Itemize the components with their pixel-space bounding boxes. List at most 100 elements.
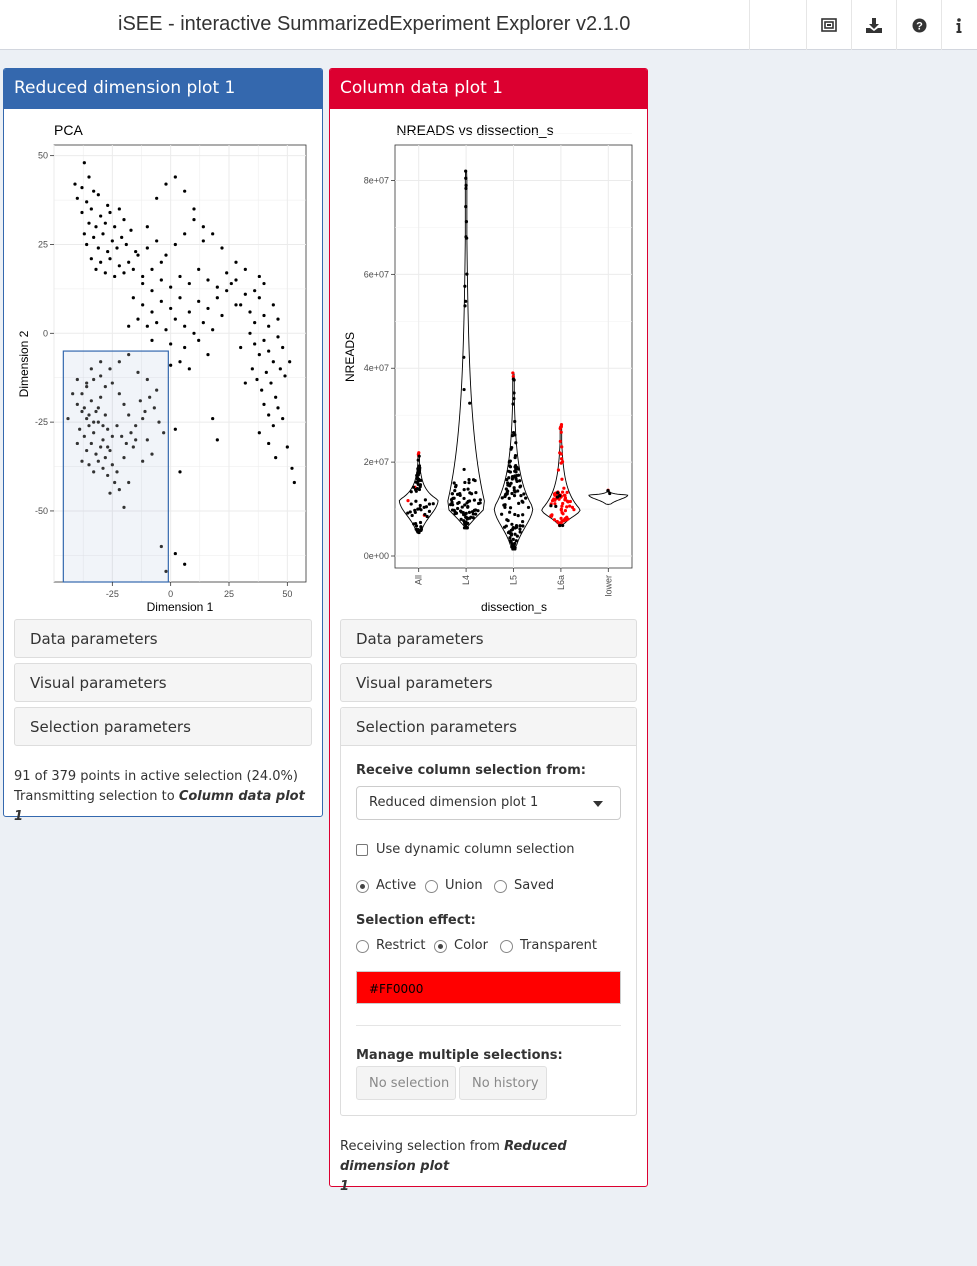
radio-color[interactable] (434, 940, 447, 953)
data-point (513, 469, 517, 473)
data-point (510, 491, 514, 496)
info-button[interactable] (941, 0, 977, 50)
info-icon (956, 17, 962, 33)
data-point (570, 505, 575, 510)
data-point (115, 470, 119, 474)
radio-transparent[interactable] (500, 940, 513, 953)
panel-title: Reduced dimension plot 1 (4, 69, 322, 109)
data-point (99, 374, 103, 378)
data-point (183, 189, 187, 193)
data-point (80, 210, 84, 215)
data-point (234, 303, 238, 307)
selection-parameters-toggle[interactable]: Selection parameters (341, 708, 636, 746)
pca-plot[interactable]: PCA -25 0 25 50 50 25 0 -25 -50 Dimension 1 Dime… (4, 109, 322, 619)
data-point (425, 514, 429, 519)
data-point (239, 303, 243, 307)
radio-union[interactable] (425, 880, 438, 893)
data-point (509, 447, 513, 451)
data-point (515, 534, 519, 538)
data-point (85, 384, 89, 389)
data-point (464, 186, 468, 191)
data-point (503, 494, 507, 499)
data-parameters-toggle[interactable]: Data parameters (340, 619, 637, 658)
data-point (82, 232, 86, 236)
data-point (514, 441, 518, 445)
data-point (201, 321, 205, 325)
data-point (450, 492, 454, 496)
data-point (134, 424, 138, 428)
data-point (606, 489, 610, 493)
y-tick-label: 0 (43, 328, 48, 338)
data-point (103, 384, 107, 389)
selection-parameters-section: Selection parameters (340, 707, 637, 1116)
radio-active[interactable] (356, 880, 369, 893)
data-point (502, 525, 507, 529)
data-point (129, 431, 133, 435)
data-point (418, 483, 423, 487)
data-point (281, 416, 285, 421)
data-point (164, 253, 168, 257)
data-point (462, 496, 466, 501)
data-point (500, 512, 504, 516)
data-point (467, 510, 472, 514)
data-point (508, 464, 512, 468)
dynamic-selection-checkbox[interactable] (356, 844, 368, 856)
data-point (92, 470, 96, 474)
data-point (159, 278, 163, 282)
selection-parameters-toggle[interactable]: Selection parameters (14, 707, 312, 746)
data-point (455, 492, 460, 496)
data-point (257, 431, 261, 435)
data-point (127, 480, 131, 485)
data-point (134, 249, 138, 254)
data-point (253, 321, 257, 325)
data-point (422, 505, 426, 509)
data-point (513, 547, 517, 551)
data-point (201, 225, 205, 229)
data-point (75, 377, 79, 382)
data-point (513, 465, 517, 469)
data-point (288, 360, 292, 364)
data-point (173, 551, 177, 556)
data-point (106, 427, 110, 431)
data-point (211, 328, 215, 332)
data-point (271, 360, 275, 364)
help-button[interactable]: ? (897, 0, 941, 50)
data-point (87, 424, 91, 428)
data-point (560, 445, 564, 449)
data-point (136, 317, 140, 321)
violin-plot[interactable]: NREADS vs dissection_s 8e+07 6e+07 4e+07 2e… (330, 109, 647, 619)
data-point (127, 413, 131, 417)
data-point (120, 235, 124, 239)
plot-title: NREADS vs dissection_s (396, 122, 553, 138)
receive-selection-dropdown[interactable]: Reduced dimension plot 1 (356, 786, 621, 820)
data-parameters-toggle[interactable]: Data parameters (14, 619, 312, 658)
visual-parameters-toggle[interactable]: Visual parameters (14, 663, 312, 702)
data-point (101, 438, 105, 442)
data-point (89, 399, 93, 403)
no-selection-button[interactable]: No selection (356, 1066, 456, 1100)
data-point (82, 434, 86, 438)
radio-restrict[interactable] (356, 940, 369, 953)
data-point (145, 324, 149, 328)
data-point (521, 513, 525, 517)
manage-selections-label: Manage multiple selections: (356, 1048, 563, 1063)
brush-selection[interactable] (62, 350, 169, 583)
visual-parameters-toggle[interactable]: Visual parameters (340, 663, 637, 702)
data-point (80, 392, 84, 396)
data-point (471, 516, 475, 520)
data-point (413, 510, 417, 515)
radio-color-label: Color (454, 938, 488, 953)
download-button[interactable] (852, 0, 896, 50)
selection-color-input[interactable]: #FF0000 (356, 971, 621, 1004)
data-point (113, 480, 117, 485)
data-point (92, 189, 96, 193)
data-point (215, 285, 219, 289)
data-point (122, 271, 126, 275)
data-point (262, 313, 266, 318)
data-point (148, 395, 152, 399)
no-history-button[interactable]: No history (459, 1066, 547, 1100)
organize-panels-button[interactable] (807, 0, 851, 50)
data-point (145, 438, 149, 442)
radio-saved[interactable] (494, 880, 507, 893)
data-point (463, 284, 467, 288)
